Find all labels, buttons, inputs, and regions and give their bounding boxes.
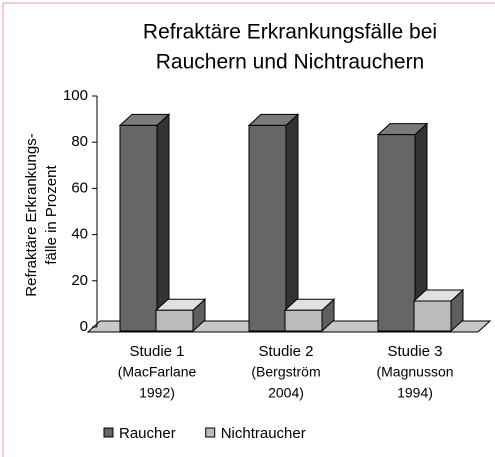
bar-side xyxy=(156,113,170,333)
y-tick-label: 0 xyxy=(80,318,88,335)
y-tick-label: 100 xyxy=(63,87,88,104)
x-tick-label: Studie 2 xyxy=(258,343,313,360)
chart-title: Rauchern und Nichtrauchern xyxy=(156,51,425,74)
bar xyxy=(118,113,171,333)
legend-swatch xyxy=(103,427,114,438)
x-tick-label: 2004) xyxy=(268,385,304,401)
x-tick-label: (Bergström xyxy=(251,364,320,380)
bar-front xyxy=(284,309,323,332)
x-tick-label: Studie 1 xyxy=(129,343,184,360)
bar xyxy=(154,298,207,333)
y-axis-label: fälle in Prozent xyxy=(43,165,60,265)
x-tick-label: 1994) xyxy=(397,385,433,401)
x-tick-label: 1992) xyxy=(139,385,175,401)
x-tick-label: Studie 3 xyxy=(387,343,442,360)
chart-title: Refraktäre Erkrankungsfälle bei xyxy=(143,21,437,44)
y-tick-label: 20 xyxy=(71,272,88,289)
bar-front xyxy=(119,124,158,332)
y-tick-label: 80 xyxy=(71,133,88,150)
bar-front xyxy=(248,124,287,332)
y-tick-label: 60 xyxy=(71,179,88,196)
bar xyxy=(376,122,429,333)
y-tick-label: 40 xyxy=(71,226,88,243)
bar-front xyxy=(413,300,452,332)
bar-front xyxy=(377,134,416,332)
legend-label: Nichtraucher xyxy=(221,425,306,442)
bar xyxy=(412,288,465,333)
bar-side xyxy=(285,113,299,333)
legend-swatch xyxy=(205,427,216,438)
x-tick-label: (MacFarlane xyxy=(118,364,197,380)
bar xyxy=(283,298,336,333)
y-axis-label: Refraktäre Erkrankungs- xyxy=(23,133,40,296)
legend-label: Raucher xyxy=(119,425,176,442)
bar xyxy=(247,113,300,333)
x-tick-label: (Magnusson xyxy=(376,364,453,380)
bar-front xyxy=(155,309,194,332)
